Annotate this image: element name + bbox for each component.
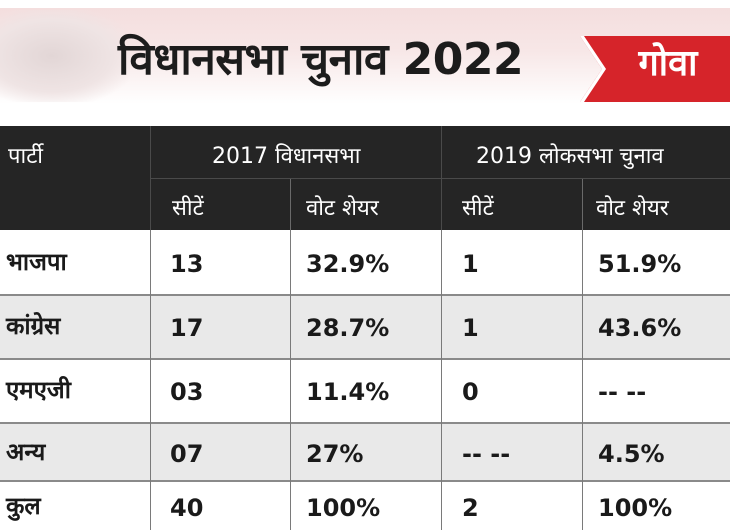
header-2019-group: 2019 लोकसभा चुनाव — [476, 144, 664, 169]
seats-2019: -- -- — [462, 440, 511, 468]
vote-share-2017: 100% — [306, 494, 381, 522]
party-name: भाजपा — [6, 248, 67, 276]
state-label: गोवा — [638, 43, 698, 84]
seats-2017: 03 — [170, 378, 204, 406]
table-row: अन्य 07 27% -- -- 4.5% — [0, 424, 730, 480]
row-divider — [0, 294, 730, 296]
seats-2019: 2 — [462, 494, 479, 522]
vote-share-2019: 4.5% — [598, 440, 665, 468]
header-divider — [150, 178, 730, 179]
vote-share-2019: 51.9% — [598, 250, 682, 278]
table-row: भाजपा 13 32.9% 1 51.9% — [0, 230, 730, 294]
seats-2019: 1 — [462, 314, 479, 342]
vote-share-2017: 11.4% — [306, 378, 390, 406]
column-divider — [150, 230, 151, 530]
results-table: पार्टी 2017 विधानसभा 2019 लोकसभा चुनाव स… — [0, 126, 730, 530]
header-seats-2017: सीटें — [172, 196, 204, 221]
banner-decoration — [0, 10, 130, 102]
table-header: पार्टी 2017 विधानसभा 2019 लोकसभा चुनाव स… — [0, 126, 730, 230]
seats-2019: 0 — [462, 378, 479, 406]
column-divider — [582, 230, 583, 530]
header-party: पार्टी — [8, 144, 43, 169]
table-row: एमएजी 03 11.4% 0 -- -- — [0, 360, 730, 422]
seats-2019: 1 — [462, 250, 479, 278]
header-divider — [290, 178, 291, 230]
vote-share-2017: 27% — [306, 440, 364, 468]
table-row: कुल 40 100% 2 100% — [0, 482, 730, 530]
header-vote-share-2019: वोट शेयर — [596, 196, 669, 221]
column-divider — [441, 230, 442, 530]
party-name: अन्य — [6, 438, 46, 466]
row-divider — [0, 358, 730, 360]
vote-share-2017: 28.7% — [306, 314, 390, 342]
vote-share-2019: 100% — [598, 494, 673, 522]
vote-share-2019: -- -- — [598, 378, 647, 406]
seats-2017: 13 — [170, 250, 204, 278]
column-divider — [290, 230, 291, 530]
seats-2017: 07 — [170, 440, 204, 468]
header-divider — [582, 178, 583, 230]
seats-2017: 17 — [170, 314, 204, 342]
banner: विधानसभा चुनाव 2022 गोवा — [0, 0, 730, 112]
vote-share-2019: 43.6% — [598, 314, 682, 342]
header-vote-share-2017: वोट शेयर — [306, 196, 379, 221]
header-2017-group: 2017 विधानसभा — [212, 144, 361, 169]
party-name: कांग्रेस — [6, 312, 61, 340]
row-divider — [0, 422, 730, 424]
party-name: एमएजी — [6, 376, 71, 404]
row-divider — [0, 480, 730, 482]
header-seats-2019: सीटें — [462, 196, 494, 221]
banner-title: विधानसभा चुनाव 2022 — [118, 34, 524, 85]
vote-share-2017: 32.9% — [306, 250, 390, 278]
table-row: कांग्रेस 17 28.7% 1 43.6% — [0, 296, 730, 358]
seats-2017: 40 — [170, 494, 204, 522]
party-name: कुल — [6, 492, 41, 520]
